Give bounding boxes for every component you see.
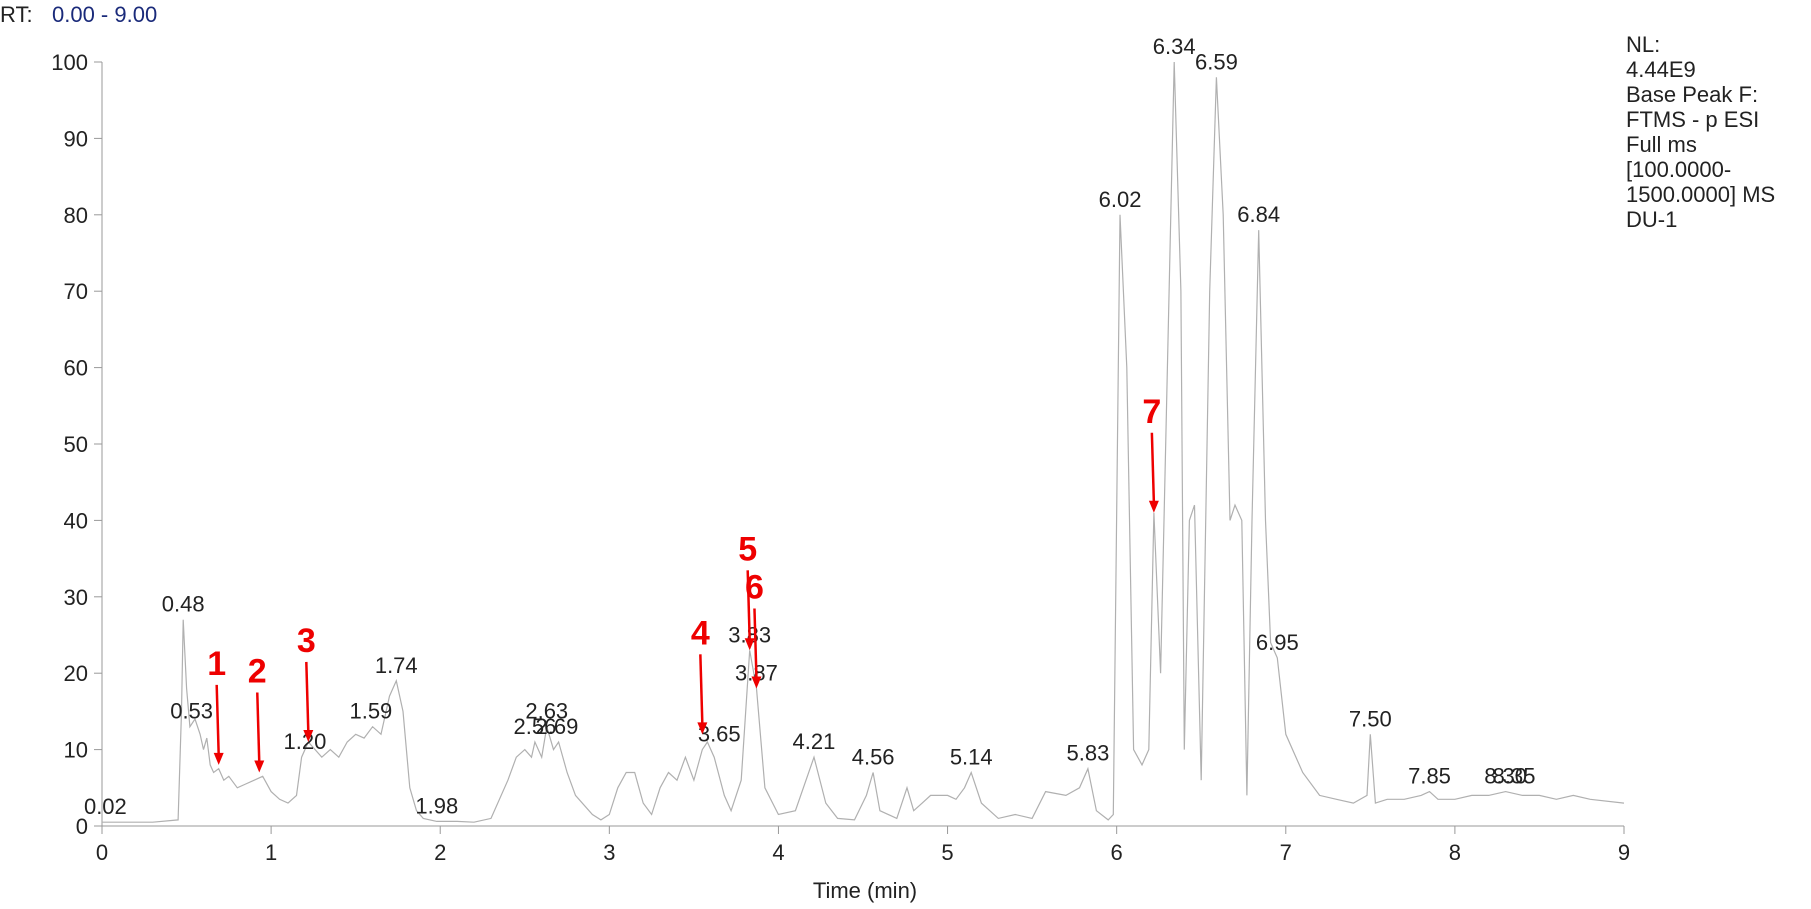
y-tick-label: 20: [64, 661, 88, 686]
x-tick-label: 7: [1280, 840, 1292, 865]
peak-label: 8.30: [1484, 764, 1527, 789]
peak-label: 6.02: [1099, 187, 1142, 212]
marker-arrow: [1150, 432, 1156, 503]
peak-label: 7.85: [1408, 764, 1451, 789]
marker-label: 6: [745, 568, 764, 606]
marker-arrowhead: [1148, 500, 1159, 513]
rt-label: RT:: [0, 2, 33, 27]
peak-label: 4.56: [852, 745, 895, 770]
info-line: 4.44E9: [1626, 57, 1696, 82]
x-tick-label: 8: [1449, 840, 1461, 865]
y-tick-label: 40: [64, 508, 88, 533]
peak-label: 4.21: [793, 729, 836, 754]
marker-label: 7: [1142, 393, 1161, 431]
y-tick-label: 50: [64, 432, 88, 457]
marker-arrowhead: [697, 722, 708, 735]
info-line: 1500.0000] MS: [1626, 182, 1775, 207]
marker-arrow: [746, 570, 751, 641]
peak-label: 2.69: [535, 714, 578, 739]
peak-label: 8.35: [1493, 764, 1536, 789]
x-tick-label: 1: [265, 840, 277, 865]
marker-arrowhead: [303, 729, 314, 742]
x-axis-label: Time (min): [813, 878, 917, 903]
marker-label: 5: [738, 530, 757, 568]
y-tick-label: 100: [51, 50, 88, 75]
rt-range: 0.00 - 9.00: [52, 2, 157, 27]
peak-label: 6.34: [1153, 34, 1196, 59]
x-tick-label: 5: [941, 840, 953, 865]
peak-label: 1.98: [415, 793, 458, 818]
peak-label: 0.53: [170, 699, 213, 724]
y-tick-label: 0: [76, 814, 88, 839]
x-tick-label: 0: [96, 840, 108, 865]
x-tick-label: 9: [1618, 840, 1630, 865]
peak-label: 1.74: [375, 653, 418, 678]
y-tick-label: 10: [64, 738, 88, 763]
info-line: Base Peak F:: [1626, 82, 1758, 107]
marker-label: 1: [207, 645, 226, 683]
marker-arrow: [305, 661, 310, 732]
marker-arrow: [215, 684, 220, 755]
marker-arrow: [256, 692, 261, 763]
peak-label: 0.02: [84, 794, 127, 819]
marker-label: 4: [691, 614, 710, 652]
marker-arrowhead: [213, 752, 224, 765]
peak-label: 2.63: [525, 699, 568, 724]
info-line: NL:: [1626, 32, 1660, 57]
peak-label: 7.50: [1349, 706, 1392, 731]
y-tick-label: 80: [64, 203, 88, 228]
marker-label: 2: [248, 653, 267, 691]
info-line: Full ms: [1626, 132, 1697, 157]
marker-label: 3: [297, 622, 316, 660]
x-tick-label: 4: [772, 840, 784, 865]
peak-label: 5.83: [1067, 741, 1110, 766]
peak-label: 6.84: [1237, 202, 1280, 227]
marker-arrowhead: [254, 760, 265, 773]
info-line: FTMS - p ESI: [1626, 107, 1759, 132]
info-line: [100.0000-: [1626, 157, 1731, 182]
trace: [102, 61, 1625, 823]
x-tick-label: 3: [603, 840, 615, 865]
peak-label: 6.59: [1195, 49, 1238, 74]
peak-label: 1.59: [349, 699, 392, 724]
x-tick-label: 2: [434, 840, 446, 865]
x-tick-label: 6: [1111, 840, 1123, 865]
marker-arrow: [699, 654, 704, 725]
peak-label: 5.14: [950, 745, 993, 770]
marker-arrowhead: [744, 638, 755, 651]
marker-arrowhead: [751, 676, 762, 689]
y-tick-label: 70: [64, 279, 88, 304]
marker-arrow: [753, 608, 758, 679]
y-tick-label: 30: [64, 585, 88, 610]
peak-label: 2.56: [514, 714, 557, 739]
peak-label: 6.95: [1256, 630, 1299, 655]
y-tick-label: 90: [64, 126, 88, 151]
y-tick-label: 60: [64, 356, 88, 381]
info-line: DU-1: [1626, 207, 1677, 232]
peak-label: 0.48: [162, 592, 205, 617]
